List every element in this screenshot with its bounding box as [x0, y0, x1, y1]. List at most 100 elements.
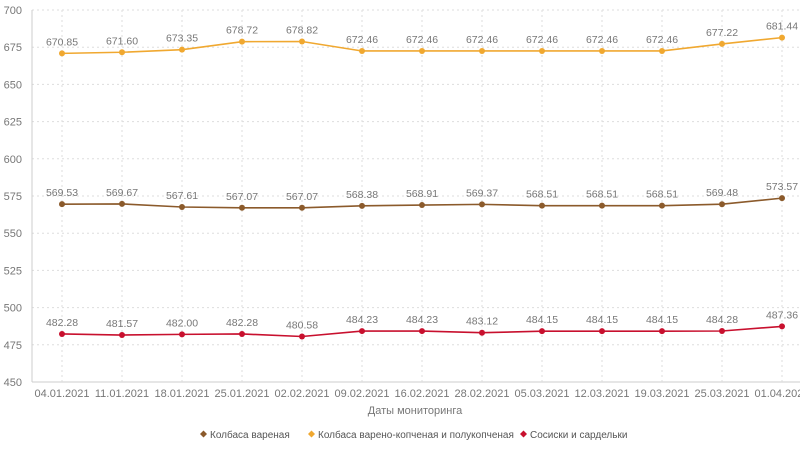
data-point: [179, 46, 185, 53]
y-tick-label: 550: [4, 228, 22, 240]
grid: [31, 9, 800, 383]
data-label: 670.85: [46, 36, 78, 48]
data-point: [719, 327, 725, 334]
data-label: 484.15: [586, 314, 618, 326]
data-label: 568.51: [586, 189, 618, 201]
legend-item: Сосиски и сардельки: [520, 430, 627, 441]
legend-label: Колбаса варено-копченая и полукопченая: [318, 429, 514, 441]
data-label: 678.82: [286, 25, 318, 37]
data-label: 677.22: [706, 27, 738, 39]
x-tick-label: 02.02.2021: [274, 388, 329, 400]
y-tick-label: 650: [4, 79, 22, 91]
data-point: [59, 330, 65, 337]
series-group: 569.53 569.67 567.61 567.07 567.07 568.38 568.…: [46, 21, 798, 340]
data-point: [659, 328, 665, 335]
x-tick-label: 25.03.2021: [694, 388, 749, 400]
data-label: 481.57: [106, 318, 138, 330]
data-label: 484.15: [646, 314, 678, 326]
data-point: [59, 201, 65, 208]
data-point: [239, 204, 245, 211]
x-axis-title: Даты мониторинга: [368, 405, 463, 417]
data-point: [779, 323, 785, 330]
data-label: 482.28: [226, 317, 258, 329]
data-point: [239, 330, 245, 337]
data-label: 569.53: [46, 187, 78, 199]
series-Сосиски и сардельки: 482.28 481.57 482.00 482.28 480.58 484.23 484.…: [46, 309, 798, 340]
x-tick-label: 11.01.2021: [95, 388, 149, 400]
data-point: [479, 329, 485, 336]
legend: Колбаса вареная Колбаса варено-копченая и…: [200, 429, 627, 441]
data-label: 569.48: [706, 187, 738, 199]
data-label: 567.07: [286, 191, 318, 203]
x-axis: 04.01.2021 11.01.2021 18.01.2021 25.01.2021…: [34, 388, 800, 400]
series-Колбаса вареная: 569.53 569.67 567.61 567.07 567.07 568.38 568.…: [46, 181, 798, 211]
legend-item: Колбаса вареная: [200, 429, 290, 441]
data-label: 672.46: [346, 34, 378, 46]
y-tick-label: 625: [4, 117, 22, 129]
data-label: 672.46: [466, 34, 498, 46]
x-tick-label: 19.03.2021: [634, 388, 689, 400]
y-axis: 450 475 500 525 550 575 600 625 650 675 700: [4, 5, 22, 389]
data-point: [419, 47, 425, 54]
data-point: [779, 34, 785, 41]
data-label: 484.23: [406, 314, 438, 326]
data-point: [359, 47, 365, 54]
data-label: 568.51: [526, 189, 558, 201]
data-label: 484.15: [526, 314, 558, 326]
data-point: [599, 202, 605, 209]
data-point: [359, 328, 365, 335]
data-label: 673.35: [166, 33, 198, 45]
legend-marker-icon: [200, 430, 207, 438]
data-label: 672.46: [646, 34, 678, 46]
data-label: 573.57: [766, 181, 798, 193]
y-tick-label: 475: [4, 340, 22, 352]
data-point: [299, 204, 305, 211]
data-point: [539, 202, 545, 209]
data-point: [719, 40, 725, 47]
x-tick-label: 28.02.2021: [454, 388, 509, 400]
data-point: [599, 328, 605, 335]
data-point: [659, 47, 665, 54]
legend-marker-icon: [520, 430, 527, 438]
data-point: [419, 202, 425, 209]
x-tick-label: 05.03.2021: [514, 388, 569, 400]
data-label: 678.72: [226, 25, 258, 37]
data-point: [179, 203, 185, 210]
data-point: [719, 201, 725, 208]
data-label: 480.58: [286, 319, 318, 331]
data-label: 672.46: [406, 34, 438, 46]
data-label: 483.12: [466, 316, 498, 328]
data-point: [59, 50, 65, 57]
x-tick-label: 25.01.2021: [214, 388, 269, 400]
legend-marker-icon: [308, 430, 315, 438]
data-point: [419, 328, 425, 335]
data-point: [299, 333, 305, 340]
data-point: [239, 38, 245, 45]
y-tick-label: 500: [4, 303, 22, 315]
x-tick-label: 01.04.2021: [754, 388, 800, 400]
x-tick-label: 16.02.2021: [394, 388, 449, 400]
y-tick-label: 525: [4, 265, 22, 277]
x-tick-label: 12.03.2021: [574, 388, 629, 400]
data-label: 672.46: [526, 34, 558, 46]
data-label: 568.38: [346, 189, 378, 201]
legend-label: Сосиски и сардельки: [530, 430, 627, 441]
data-label: 482.28: [46, 317, 78, 329]
y-tick-label: 675: [4, 42, 22, 54]
legend-label: Колбаса вареная: [210, 429, 290, 441]
x-tick-label: 18.01.2021: [154, 388, 209, 400]
x-tick-label: 09.02.2021: [334, 388, 389, 400]
x-tick-label: 04.01.2021: [34, 388, 89, 400]
data-point: [119, 332, 125, 339]
data-point: [119, 200, 125, 207]
series-Колбаса варено-копченая и полукопченая: 670.85 671.60 673.35 678.72 678.82 672.46 672.…: [46, 21, 798, 57]
data-label: 484.28: [706, 314, 738, 326]
data-label: 569.67: [106, 187, 138, 199]
data-point: [359, 202, 365, 209]
data-point: [659, 202, 665, 209]
data-point: [479, 201, 485, 208]
data-label: 681.44: [766, 21, 798, 33]
y-tick-label: 450: [4, 377, 22, 389]
data-label: 482.00: [166, 317, 198, 329]
